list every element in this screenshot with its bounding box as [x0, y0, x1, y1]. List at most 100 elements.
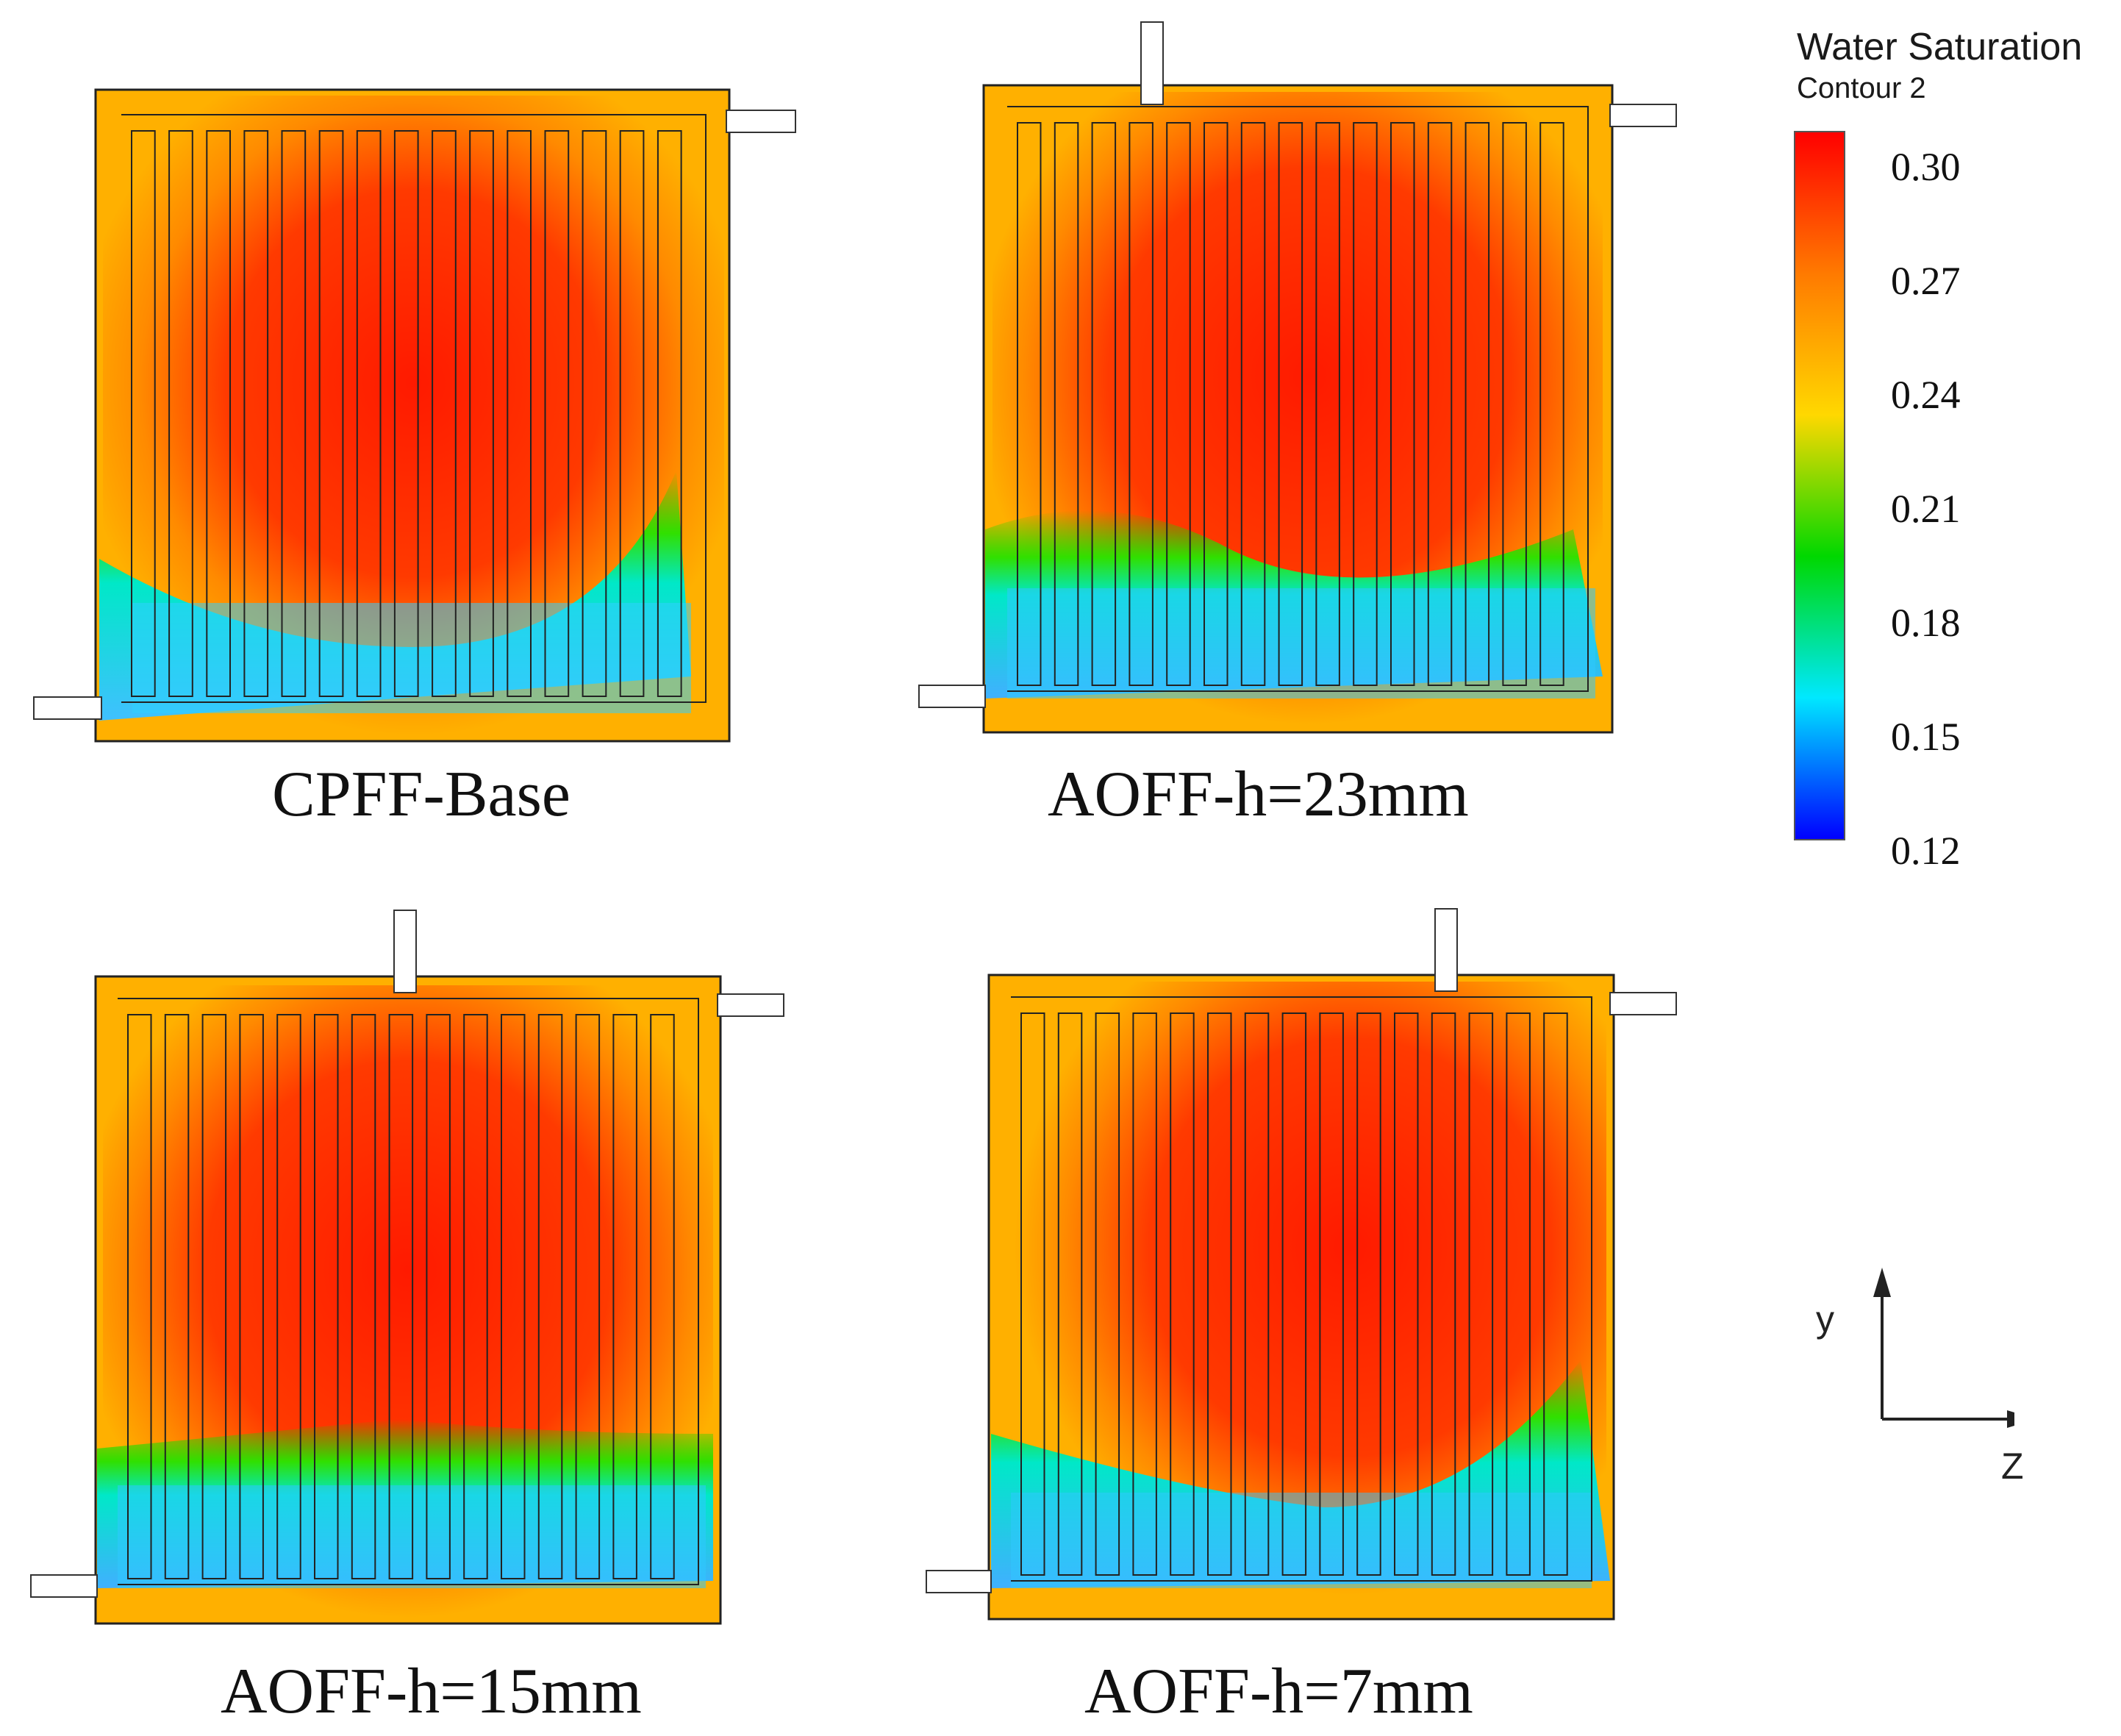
caption-aoff-15: AOFF-h=15mm	[221, 1656, 642, 1727]
flow-channel	[501, 1014, 526, 1579]
serpentine-channels	[1017, 122, 1564, 686]
contour-plot-aoff-15	[30, 910, 784, 1625]
flow-channel	[612, 1014, 637, 1579]
flow-channel	[1017, 122, 1042, 686]
flow-channel	[356, 130, 382, 697]
blue-band	[1011, 1493, 1592, 1588]
flow-channel	[650, 1014, 675, 1579]
flow-channel	[1427, 122, 1453, 686]
z-axis-arrow	[2007, 1410, 2014, 1428]
flow-channel	[393, 130, 419, 697]
blue-band	[132, 603, 691, 713]
flow-channel	[243, 130, 269, 697]
flow-channel	[1353, 122, 1378, 686]
plate-border	[94, 88, 731, 743]
outer-channel	[121, 114, 707, 703]
legend-subtitle: Contour 2	[1797, 72, 1926, 104]
flow-channel	[1390, 122, 1415, 686]
caption-cpff-base: CPFF-Base	[272, 759, 571, 830]
colorbar-tick: 0.12	[1891, 829, 1961, 873]
flow-channel	[1356, 1012, 1381, 1576]
flow-channel	[1020, 1012, 1045, 1576]
flow-channel	[1464, 122, 1490, 686]
flow-channel	[1054, 122, 1079, 686]
legend-title: Water Saturation	[1797, 26, 2083, 68]
flow-channel	[1207, 1012, 1232, 1576]
outer-channel	[1011, 996, 1592, 1582]
contour-plot-aoff-23	[918, 21, 1677, 734]
flow-channel	[1091, 122, 1117, 686]
flow-channel	[1278, 122, 1303, 686]
flow-channel	[657, 130, 682, 697]
flow-channel	[1240, 122, 1266, 686]
flow-channel	[318, 130, 344, 697]
flow-channel	[1095, 1012, 1120, 1576]
flow-channel	[469, 130, 494, 697]
colorbar-tick: 0.27	[1891, 259, 1961, 303]
flow-channel	[239, 1014, 264, 1579]
outlet-port	[30, 1574, 98, 1598]
flow-channel	[281, 130, 307, 697]
flow-channel	[1244, 1012, 1270, 1576]
caption-aoff-23: AOFF-h=23mm	[1048, 759, 1469, 830]
flow-channel	[1543, 1012, 1568, 1576]
panel-aoff-15	[29, 904, 809, 1632]
flow-channel	[388, 1014, 414, 1579]
serpentine-channels	[127, 1014, 675, 1579]
colorbar-tick: 0.18	[1891, 601, 1961, 645]
inlet-port	[393, 910, 417, 993]
inlet-port	[726, 110, 796, 133]
flow-channel	[1203, 122, 1228, 686]
flow-channel	[582, 130, 607, 697]
coordinate-axes	[1873, 1268, 2014, 1428]
colorbar-tick: 0.30	[1891, 145, 1961, 189]
side-port	[717, 993, 784, 1017]
flow-channel	[1502, 122, 1527, 686]
flow-channel	[1394, 1012, 1419, 1576]
blue-band	[118, 1485, 706, 1588]
flow-channel	[314, 1014, 339, 1579]
flow-channel	[432, 130, 457, 697]
flow-channel	[1539, 122, 1564, 686]
z-axis-label: Z	[2001, 1446, 2024, 1487]
side-port	[1609, 992, 1677, 1015]
outer-channel	[118, 998, 699, 1585]
flow-channel	[351, 1014, 376, 1579]
outlet-port	[918, 685, 986, 708]
outlet-port	[926, 1570, 992, 1593]
flow-channel	[1057, 1012, 1083, 1576]
flow-channel	[1170, 1012, 1195, 1576]
side-port	[1609, 104, 1677, 127]
panel-aoff-23	[912, 15, 1691, 743]
flow-channel	[463, 1014, 488, 1579]
flow-channel	[1315, 122, 1340, 686]
flow-channel	[206, 130, 232, 697]
outer-channel	[1007, 106, 1589, 692]
plate-border	[982, 84, 1614, 734]
flow-channel	[168, 130, 193, 697]
flow-channel	[1468, 1012, 1494, 1576]
panel-cpff-base	[29, 88, 809, 750]
flow-channel	[164, 1014, 190, 1579]
flow-channel	[131, 130, 156, 697]
flow-channel	[507, 130, 532, 697]
colorbar-tick: 0.21	[1891, 487, 1961, 531]
flow-channel	[619, 130, 645, 697]
flow-channel	[1319, 1012, 1344, 1576]
colorbar-tick: 0.15	[1891, 715, 1961, 759]
flow-channel	[276, 1014, 301, 1579]
inlet-port	[1140, 21, 1164, 105]
flow-channel	[1129, 122, 1154, 686]
flow-channel	[1166, 122, 1191, 686]
serpentine-channels	[1020, 1012, 1568, 1576]
colorbar	[1794, 131, 1845, 840]
flow-channel	[426, 1014, 451, 1579]
flow-channel	[544, 130, 570, 697]
outlet-port	[33, 696, 102, 720]
flow-channel	[1431, 1012, 1456, 1576]
contour-plot-aoff-7	[926, 908, 1677, 1621]
y-axis-label: y	[1816, 1299, 1834, 1340]
panel-aoff-7	[912, 904, 1691, 1632]
colorbar-tick: 0.24	[1891, 373, 1961, 417]
inlet-port	[1434, 908, 1458, 992]
